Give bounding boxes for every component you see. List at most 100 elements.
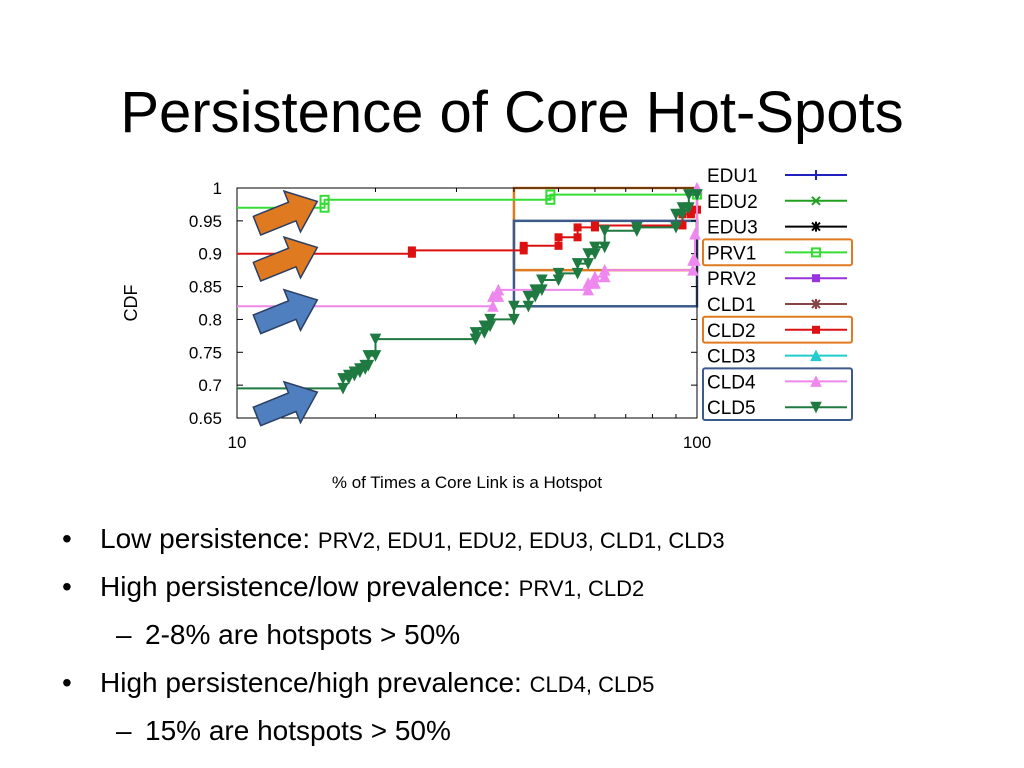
legend-label-prv2: PRV2 bbox=[707, 269, 756, 290]
y-tick-label: 0.85 bbox=[189, 278, 222, 297]
data-point-cld2 bbox=[573, 223, 582, 232]
bullet-detail: CLD4, CLD5 bbox=[529, 672, 655, 697]
bullet-text: Low persistence: PRV2, EDU1, EDU2, EDU3,… bbox=[100, 522, 725, 558]
data-point-cld5 bbox=[683, 189, 695, 201]
legend-marker-edu1 bbox=[811, 170, 821, 180]
data-point-cld2 bbox=[519, 241, 528, 250]
bullet-text: 2-8% are hotspots > 50% bbox=[145, 619, 461, 650]
legend-label-prv1: PRV1 bbox=[707, 243, 756, 264]
data-point-cld4 bbox=[589, 277, 601, 289]
bullet-text: High persistence/low prevalence: PRV1, C… bbox=[100, 570, 644, 606]
series-line-cld2 bbox=[237, 208, 697, 255]
cdf-chart: 0.65 0.7 0.75 0.8 0.85 0.9 0.95 1 10 100 % of Time… bbox=[121, 166, 853, 492]
data-point-cld5 bbox=[469, 327, 482, 339]
legend-label-cld5: CLD5 bbox=[707, 398, 756, 419]
bullet-marker: – bbox=[116, 619, 132, 650]
data-point-cld4 bbox=[492, 283, 505, 296]
data-point-cld4 bbox=[598, 264, 611, 276]
legend-marker-cld2 bbox=[812, 325, 820, 334]
legend-label-edu2: EDU2 bbox=[707, 192, 758, 213]
legend-marker-cld5 bbox=[810, 401, 822, 414]
bullet-marker: • bbox=[62, 667, 72, 698]
legend-marker-prv1 bbox=[811, 247, 821, 258]
bullet-detail: PRV2, EDU1, EDU2, EDU3, CLD1, CLD3 bbox=[317, 528, 725, 553]
data-point-prv1 bbox=[319, 194, 330, 205]
data-point-cld4 bbox=[487, 300, 499, 312]
data-point-cld5 bbox=[552, 267, 565, 280]
data-point-cld5 bbox=[589, 241, 601, 254]
bullet-main: High persistence/low prevalence: bbox=[100, 571, 519, 602]
legend-label-edu1: EDU1 bbox=[707, 166, 758, 187]
legend-label-edu3: EDU3 bbox=[707, 218, 758, 239]
data-point-cld5 bbox=[683, 202, 695, 214]
data-point-prv1 bbox=[545, 189, 556, 200]
legend-marker-edu2 bbox=[811, 196, 821, 206]
data-point-prv1 bbox=[545, 194, 556, 205]
data-point-cld4 bbox=[687, 264, 699, 276]
data-point-cld5 bbox=[508, 300, 520, 313]
plot-frame bbox=[236, 187, 698, 419]
data-point-cld5 bbox=[598, 241, 611, 254]
bullet-main: Low persistence: bbox=[100, 523, 318, 554]
callout-arrow bbox=[252, 235, 319, 282]
y-tick-label: 0.65 bbox=[189, 409, 222, 428]
data-point-cld2 bbox=[590, 221, 599, 230]
slide-title: Persistence of Core Hot-Spots bbox=[120, 80, 904, 145]
data-point-cld2 bbox=[519, 246, 528, 255]
x-tick-label: 100 bbox=[683, 433, 711, 452]
data-point-cld4 bbox=[689, 227, 701, 240]
y-axis-label: CDF bbox=[121, 285, 141, 322]
y-tick-label: 0.95 bbox=[189, 212, 222, 231]
data-point-cld4 bbox=[582, 283, 594, 296]
data-point-cld5 bbox=[369, 333, 382, 346]
legend-marker-cld3 bbox=[810, 349, 822, 362]
data-point-cld2 bbox=[573, 233, 582, 242]
callout-arrow bbox=[252, 189, 319, 236]
data-point-cld4 bbox=[589, 270, 601, 283]
bullet-main: High persistence/high prevalence: bbox=[100, 667, 530, 698]
data-point-cld5 bbox=[598, 225, 611, 237]
y-tick-label: 0.8 bbox=[198, 310, 222, 329]
bullet-marker: • bbox=[62, 571, 72, 602]
legend-marker-prv2 bbox=[812, 274, 820, 283]
legend-highlight-box bbox=[702, 315, 853, 344]
data-point-cld5 bbox=[670, 221, 682, 234]
data-point-cld5 bbox=[508, 313, 520, 326]
data-point-cld2 bbox=[678, 221, 687, 230]
legend-marker-cld1 bbox=[811, 299, 821, 309]
bullet-text: 15% are hotspots > 50% bbox=[145, 715, 451, 746]
data-point-cld5 bbox=[631, 221, 643, 234]
legend-marker-edu3 bbox=[811, 221, 821, 232]
data-point-cld2 bbox=[407, 246, 416, 255]
legend-highlight-box bbox=[702, 367, 853, 421]
data-point-cld2 bbox=[554, 233, 563, 242]
bullet-text: High persistence/high prevalence: CLD4, … bbox=[100, 666, 654, 702]
data-point-cld5 bbox=[484, 313, 496, 326]
series-line-cld5 bbox=[237, 193, 697, 390]
legend-marker-cld4 bbox=[810, 375, 822, 387]
bullet-marker: – bbox=[116, 715, 132, 746]
bullet-marker: • bbox=[62, 523, 72, 554]
data-point-cld5 bbox=[571, 258, 584, 270]
data-point-cld2 bbox=[554, 241, 563, 250]
legend-highlight-box bbox=[702, 238, 853, 267]
data-point-cld5 bbox=[362, 350, 375, 362]
data-point-cld4 bbox=[598, 270, 611, 283]
data-point-cld2 bbox=[686, 210, 695, 219]
legend-label-cld2: CLD2 bbox=[707, 321, 756, 342]
data-point-cld5 bbox=[522, 290, 535, 303]
y-tick-label: 1 bbox=[213, 179, 222, 198]
data-point-cld5 bbox=[369, 350, 382, 362]
y-tick-label: 0.9 bbox=[198, 245, 222, 264]
data-point-cld5 bbox=[691, 189, 703, 201]
y-tick-label: 0.75 bbox=[189, 343, 222, 362]
data-point-cld4 bbox=[492, 290, 505, 302]
x-tick-label: 10 bbox=[228, 433, 247, 452]
legend-label-cld1: CLD1 bbox=[707, 295, 756, 316]
bullet-detail: PRV1, CLD2 bbox=[518, 576, 645, 601]
data-point-cld5 bbox=[536, 274, 548, 287]
data-point-cld4 bbox=[689, 254, 701, 266]
callout-arrow bbox=[252, 380, 319, 427]
legend-label-cld3: CLD3 bbox=[707, 347, 756, 368]
x-axis-label: % of Times a Core Link is a Hotspot bbox=[332, 473, 603, 492]
